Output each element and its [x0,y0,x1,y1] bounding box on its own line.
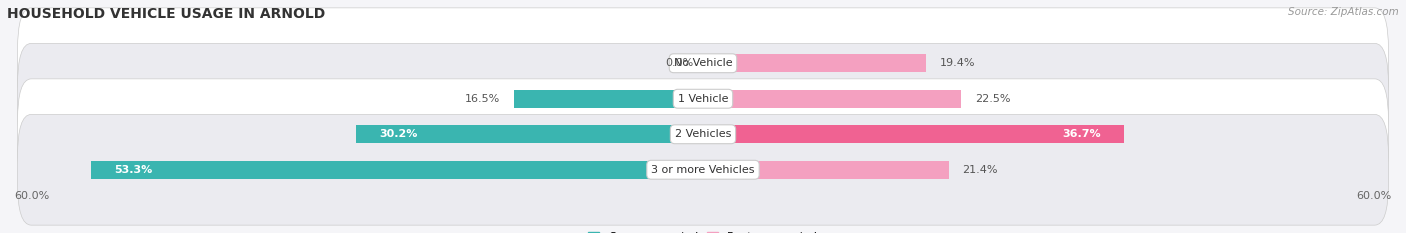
FancyBboxPatch shape [17,114,1389,225]
Text: HOUSEHOLD VEHICLE USAGE IN ARNOLD: HOUSEHOLD VEHICLE USAGE IN ARNOLD [7,7,325,21]
Text: 0.0%: 0.0% [665,58,693,68]
Bar [703,125,1125,144]
Text: 60.0%: 60.0% [14,191,49,201]
FancyBboxPatch shape [17,79,1389,190]
Text: 53.3%: 53.3% [114,165,152,175]
Text: 60.0%: 60.0% [1357,191,1392,201]
Bar [91,161,703,179]
Text: 1 Vehicle: 1 Vehicle [678,94,728,104]
Text: 19.4%: 19.4% [939,58,974,68]
Text: 21.4%: 21.4% [963,165,998,175]
Bar [513,89,703,108]
Text: No Vehicle: No Vehicle [673,58,733,68]
FancyBboxPatch shape [17,8,1389,119]
FancyBboxPatch shape [17,43,1389,154]
Text: 36.7%: 36.7% [1063,129,1101,139]
Text: Source: ZipAtlas.com: Source: ZipAtlas.com [1288,7,1399,17]
Bar [703,161,949,179]
Text: 30.2%: 30.2% [380,129,418,139]
Bar [356,125,703,144]
Text: 16.5%: 16.5% [464,94,499,104]
Bar [703,54,925,72]
Text: 3 or more Vehicles: 3 or more Vehicles [651,165,755,175]
Bar [703,89,962,108]
Text: 22.5%: 22.5% [976,94,1011,104]
Text: 2 Vehicles: 2 Vehicles [675,129,731,139]
Legend: Owner-occupied, Renter-occupied: Owner-occupied, Renter-occupied [588,232,818,233]
